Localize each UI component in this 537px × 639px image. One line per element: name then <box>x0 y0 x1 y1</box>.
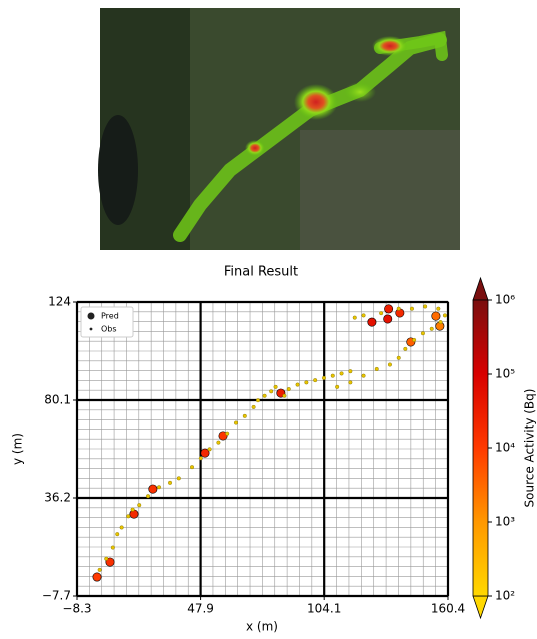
pred-point <box>431 311 441 321</box>
colorbar-label: Source Activity (Bq) <box>523 389 537 508</box>
x-tick-label: 160.4 <box>431 602 465 616</box>
obs-point <box>438 320 443 325</box>
obs-point <box>403 346 408 351</box>
obs-point <box>262 393 267 398</box>
pred-point <box>92 572 102 582</box>
obs-point <box>321 375 326 380</box>
plot-frame <box>76 301 449 597</box>
obs-point <box>269 389 274 394</box>
obs-point <box>348 380 353 385</box>
colorbar-tick-label: 10⁵ <box>495 367 515 381</box>
chart-title: Final Result <box>224 265 298 280</box>
y-tick-label: 80.1 <box>44 393 71 407</box>
obs-point <box>282 393 287 398</box>
obs-point <box>273 384 278 389</box>
obs-point <box>207 447 212 452</box>
legend-label: Pred <box>101 312 119 321</box>
pred-point <box>218 431 228 441</box>
colorbar-tick-label: 10⁴ <box>495 441 515 455</box>
y-tick-label: 124 <box>48 295 71 309</box>
obs-point <box>242 413 247 418</box>
x-tick-label: 104.1 <box>307 602 341 616</box>
colorbar <box>472 299 489 597</box>
obs-point <box>313 378 318 383</box>
colorbar-tick-label: 10² <box>495 589 515 603</box>
colorbar-extend-bottom <box>472 595 489 620</box>
pred-point <box>105 557 115 567</box>
obs-point <box>157 485 162 490</box>
obs-point <box>168 480 173 485</box>
pred-point <box>383 314 393 324</box>
heat-glow <box>344 82 376 102</box>
water <box>98 115 138 225</box>
y-axis-label: y (m) <box>11 433 25 465</box>
obs-point <box>225 431 230 436</box>
obs-point <box>339 371 344 376</box>
obs-point <box>387 362 392 367</box>
obs-point <box>97 567 102 572</box>
obs-point <box>330 373 335 378</box>
obs-point <box>436 306 441 311</box>
obs-point <box>352 315 357 320</box>
obs-point <box>429 326 434 331</box>
y-tick-label: 36.2 <box>44 491 71 505</box>
colorbar-tick-label: 10⁶ <box>495 293 515 307</box>
obs-point <box>348 369 353 374</box>
x-axis-label: x (m) <box>246 620 278 634</box>
obs-point <box>396 306 401 311</box>
obs-point <box>130 507 135 512</box>
obs-point <box>137 503 142 508</box>
heat-spot <box>372 36 408 56</box>
obs-point <box>115 532 120 537</box>
obs-point <box>198 456 203 461</box>
obs-point <box>126 514 131 519</box>
legend-label: Obs <box>101 325 117 334</box>
obs-point <box>409 306 414 311</box>
obs-point <box>104 556 109 561</box>
y-tick-label: −7.7 <box>42 589 71 603</box>
obs-point <box>190 465 195 470</box>
obs-point <box>374 366 379 371</box>
heat-spot <box>294 84 338 120</box>
obs-point <box>286 387 291 392</box>
legend-marker <box>89 327 93 331</box>
obs-point <box>119 525 124 530</box>
obs-point <box>396 355 401 360</box>
x-tick-label: 47.9 <box>187 602 214 616</box>
pred-point <box>384 304 394 314</box>
pred-point <box>200 448 210 458</box>
obs-point <box>304 380 309 385</box>
obs-point <box>295 382 300 387</box>
obs-point <box>255 398 260 403</box>
obs-point <box>216 440 221 445</box>
x-tick-label: −8.3 <box>62 602 91 616</box>
pred-point <box>367 317 377 327</box>
obs-point <box>176 476 181 481</box>
obs-point <box>423 304 428 309</box>
obs-point <box>110 545 115 550</box>
pred-point <box>129 509 139 519</box>
obs-point <box>361 313 366 318</box>
obs-point <box>361 373 366 378</box>
obs-point <box>233 420 238 425</box>
obs-point <box>442 313 447 318</box>
legend-marker <box>87 312 95 320</box>
pred-point <box>148 484 158 494</box>
rock-area <box>300 130 460 250</box>
obs-point <box>412 337 417 342</box>
colorbar-extend-top <box>472 276 489 301</box>
obs-point <box>335 384 340 389</box>
obs-point <box>420 331 425 336</box>
obs-point <box>146 494 151 499</box>
obs-point <box>251 404 256 409</box>
aerial-photo <box>98 8 460 250</box>
heat-spot <box>245 140 265 156</box>
colorbar-tick-label: 10³ <box>495 515 515 529</box>
obs-point <box>379 311 384 316</box>
